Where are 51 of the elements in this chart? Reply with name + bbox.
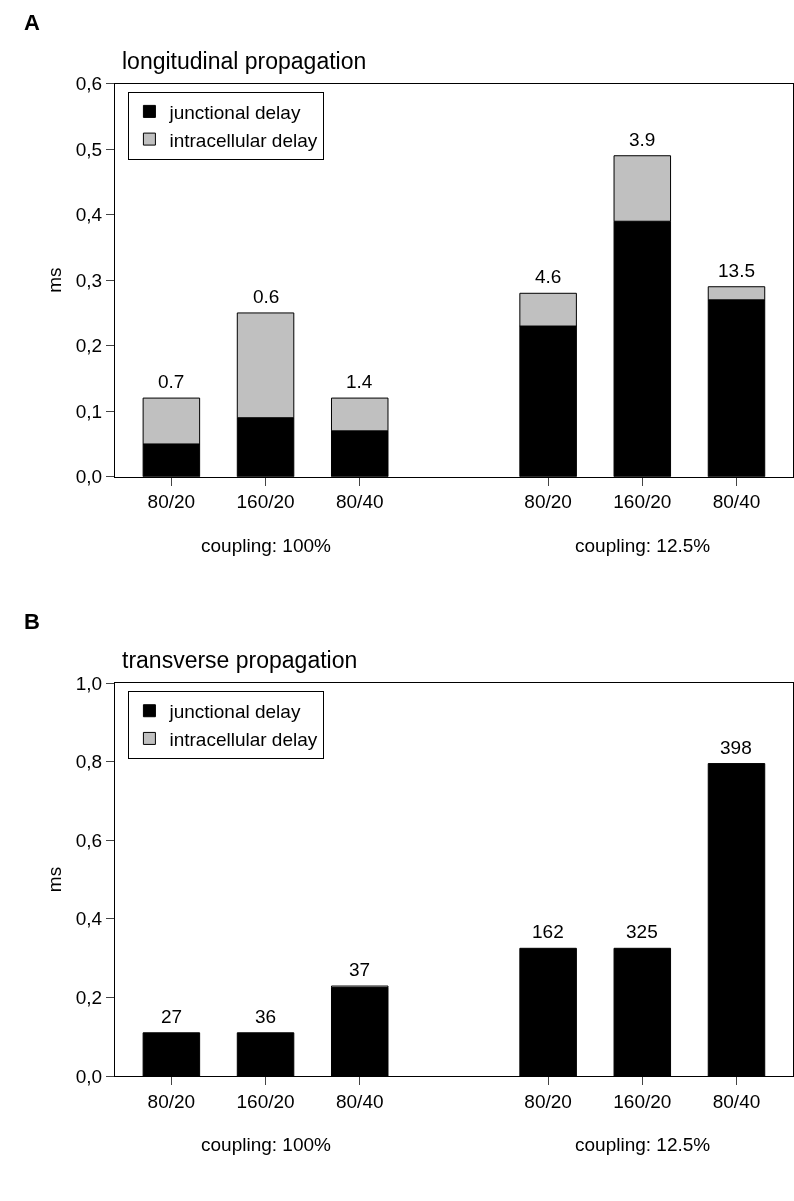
chart-title: longitudinal propagation [122, 48, 367, 74]
y-tick-label: 0,2 [75, 987, 103, 1009]
text: coupling: 12.5% [575, 535, 711, 556]
x-tick-label: 80/40 [712, 491, 761, 513]
x-tick-label: 80/20 [524, 491, 572, 513]
y-tick-label: 0,6 [75, 73, 103, 95]
annotation: 398 [720, 737, 752, 758]
y-tick-label: 1,0 [75, 672, 103, 694]
x-tick-label: 160/20 [236, 1090, 295, 1112]
text: coupling: 100% [201, 1134, 332, 1155]
text: coupling: 12.5% [575, 1134, 711, 1155]
annotation: 37 [349, 959, 371, 980]
y-axis-title: ms [44, 267, 66, 293]
y-tick-label: 0,8 [75, 751, 103, 773]
annotation: 3.9 [629, 129, 656, 150]
x-tick-label: 80/40 [712, 1090, 761, 1112]
text: B [24, 609, 40, 634]
x-tick-label: 80/20 [524, 1090, 572, 1112]
text: A [24, 10, 40, 35]
legend-label: junctional delay [168, 701, 301, 723]
y-tick-label: 0,5 [75, 138, 103, 160]
chart-title: transverse propagation [122, 647, 358, 673]
y-axis-title: ms [44, 866, 66, 893]
y-tick-label: 0,6 [75, 829, 103, 851]
x-tick-label: 160/20 [613, 1090, 672, 1112]
legend-label: intracellular delay [169, 129, 318, 151]
annotation: 325 [626, 921, 658, 942]
y-tick-label: 0,2 [75, 335, 103, 357]
annotation: 0.6 [253, 286, 280, 307]
annotation: 162 [532, 921, 564, 942]
legend-label: junctional delay [168, 101, 301, 123]
x-tick-label: 80/40 [335, 1090, 384, 1112]
y-tick-label: 0,0 [75, 466, 103, 488]
annotation: 36 [255, 1006, 277, 1027]
y-tick-label: 0,4 [75, 204, 103, 226]
annotation: 0.7 [158, 371, 185, 392]
x-tick-label: 80/20 [147, 1090, 196, 1112]
annotation: 1.4 [346, 371, 373, 392]
y-tick-label: 0,1 [75, 400, 103, 422]
y-tick-label: 0,0 [75, 1065, 103, 1087]
annotation: 27 [161, 1006, 183, 1027]
x-tick-label: 160/20 [236, 491, 295, 513]
annotation: 4.6 [535, 266, 562, 287]
y-tick-label: 0,4 [75, 908, 103, 930]
legend-label: intracellular delay [169, 728, 318, 750]
y-tick-label: 0,3 [75, 269, 103, 291]
x-tick-label: 160/20 [613, 491, 672, 513]
x-tick-label: 80/40 [335, 491, 384, 513]
text: coupling: 100% [201, 535, 332, 556]
annotation: 13.5 [718, 260, 755, 281]
x-tick-label: 80/20 [147, 491, 196, 513]
